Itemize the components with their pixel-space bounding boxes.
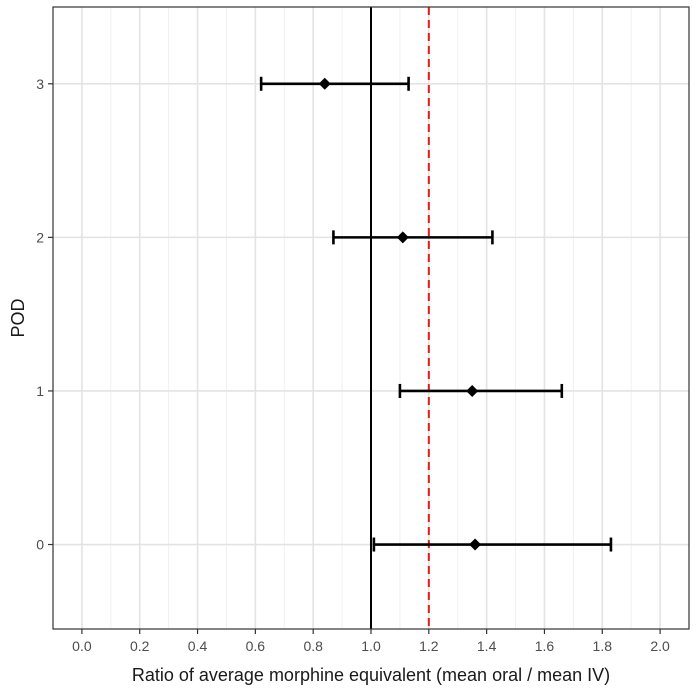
x-tick-label: 0.0 bbox=[72, 638, 92, 654]
reference-lines bbox=[370, 7, 430, 629]
y-axis-title: POD bbox=[8, 298, 28, 337]
x-tick-label: 2.0 bbox=[650, 638, 670, 654]
estimate-point bbox=[318, 77, 331, 90]
x-tick-label: 1.6 bbox=[535, 638, 555, 654]
axis-ticks: 0.0 0.2 0.4 0.6 0.8 1.0 1.2 1.4 1.6 1.8 2.0 0 1 2 3 bbox=[36, 76, 670, 654]
data-marks bbox=[259, 76, 613, 552]
y-tick-label: 2 bbox=[36, 229, 44, 245]
x-tick-label: 1.4 bbox=[477, 638, 497, 654]
x-tick-label: 0.4 bbox=[188, 638, 208, 654]
y-tick-label: 3 bbox=[36, 76, 44, 92]
x-tick-label: 0.8 bbox=[303, 638, 323, 654]
x-axis-title: Ratio of average morphine equivalent (me… bbox=[132, 665, 610, 685]
x-tick-label: 0.6 bbox=[246, 638, 266, 654]
estimate-point bbox=[469, 538, 482, 551]
x-tick-label: 1.8 bbox=[593, 638, 613, 654]
estimate-point bbox=[396, 231, 409, 244]
y-tick-label: 0 bbox=[36, 537, 44, 553]
x-tick-label: 1.0 bbox=[361, 638, 381, 654]
estimate-point bbox=[466, 384, 479, 397]
x-tick-label: 1.2 bbox=[419, 638, 439, 654]
x-tick-label: 0.2 bbox=[130, 638, 150, 654]
y-tick-label: 1 bbox=[36, 383, 44, 399]
